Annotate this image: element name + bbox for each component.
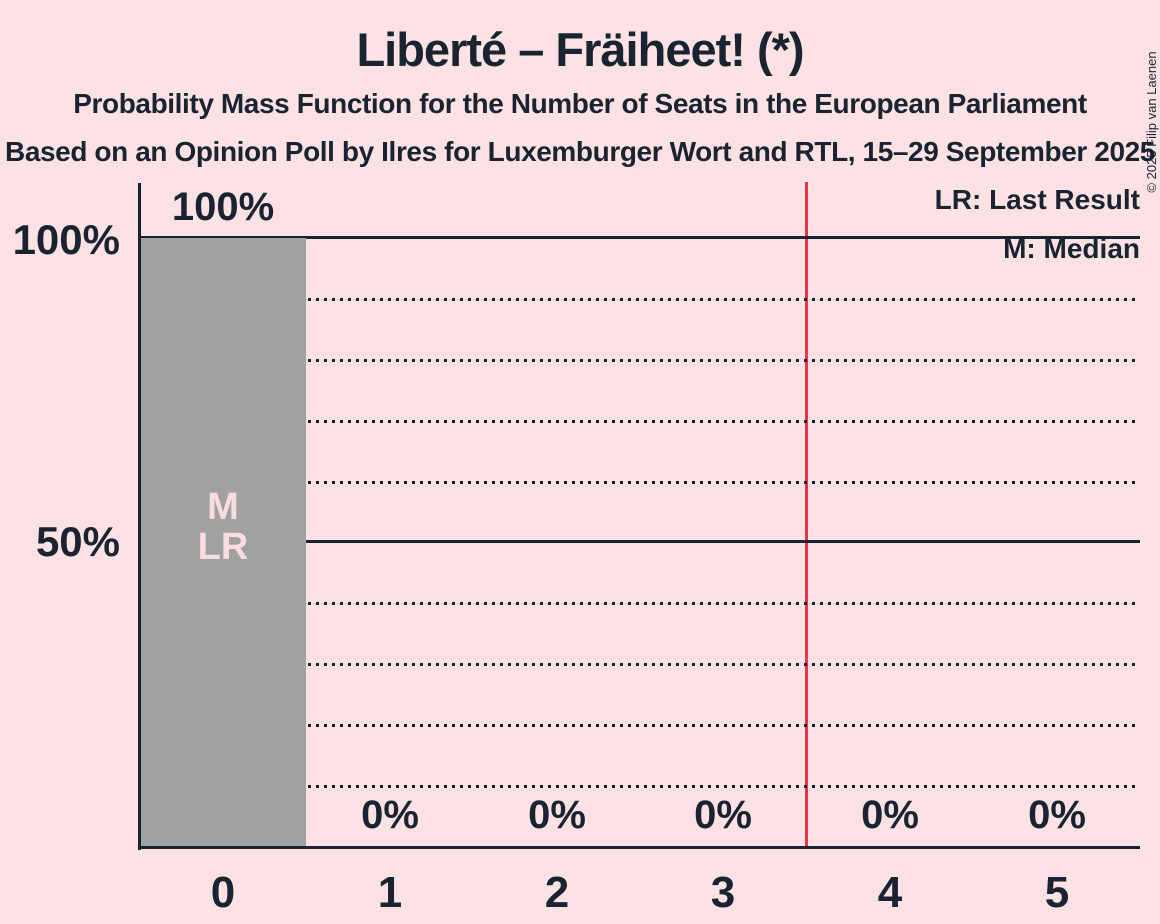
value-label-3: 0%	[694, 793, 752, 837]
bar-seats-0	[141, 238, 306, 848]
value-label-2: 0%	[528, 793, 586, 837]
gridline-50pct	[140, 540, 1140, 543]
last-result-marker: LR	[197, 526, 249, 568]
x-axis-line	[138, 846, 1140, 849]
gridline-80pct	[140, 359, 1140, 362]
gridline-60pct	[140, 481, 1140, 484]
copyright-text: © 2025 Filip van Laenen	[1144, 51, 1159, 193]
chart-subtitle: Probability Mass Function for the Number…	[73, 88, 1087, 119]
gridline-20pct	[140, 724, 1140, 727]
chart-title: Liberté – Fräiheet! (*)	[356, 23, 804, 76]
x-tick-3: 3	[710, 868, 736, 917]
y-tick-100: 100%	[12, 216, 120, 263]
x-tick-4: 4	[877, 868, 903, 917]
x-tick-0: 0	[210, 868, 236, 917]
legend-median: M: Median	[1003, 233, 1140, 264]
value-label-4: 0%	[861, 793, 919, 837]
median-marker: M	[207, 486, 239, 528]
threshold-line	[805, 182, 808, 848]
y-tick-50: 50%	[35, 518, 120, 565]
bar-annotation-median-lastresult: M LR	[198, 487, 249, 567]
x-tick-1: 1	[377, 868, 403, 917]
chart-source-line: Based on an Opinion Poll by Ilres for Lu…	[5, 136, 1155, 167]
value-label-0: 100%	[171, 185, 275, 229]
gridline-40pct	[140, 602, 1140, 605]
legend-last-result: LR: Last Result	[934, 184, 1140, 215]
y-axis-line	[138, 183, 141, 850]
x-tick-2: 2	[544, 868, 570, 917]
value-label-5: 0%	[1028, 793, 1086, 837]
x-tick-5: 5	[1044, 868, 1070, 917]
gridline-70pct	[140, 420, 1140, 423]
gridline-100pct	[140, 236, 1140, 239]
gridline-90pct	[140, 298, 1140, 301]
gridline-10pct	[140, 785, 1140, 788]
gridline-30pct	[140, 663, 1140, 666]
value-label-1: 0%	[361, 793, 419, 837]
